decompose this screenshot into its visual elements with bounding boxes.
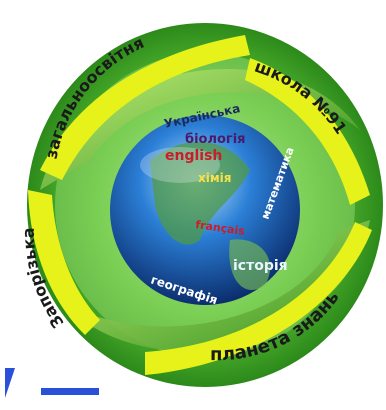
globe-word-biology: біологія [185,132,246,147]
blue-dash-accent [5,368,99,398]
globe-word-chemistry: хімія [198,171,231,185]
globe-word-english: english [165,148,222,164]
globe-word-history: історія [233,258,288,274]
